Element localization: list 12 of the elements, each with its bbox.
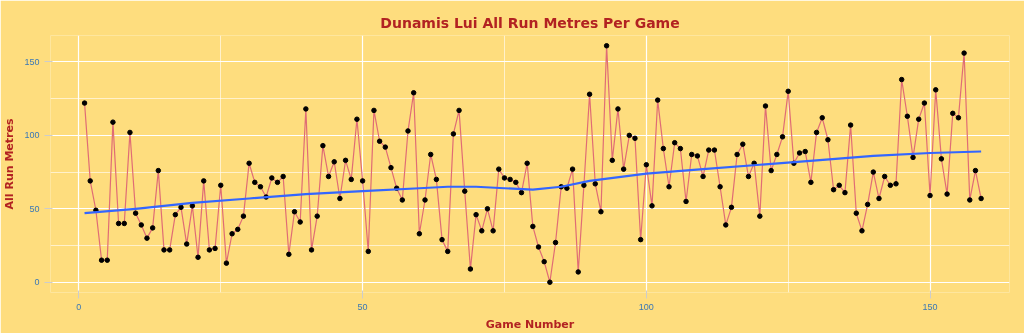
x-tick-label: 0 [76, 301, 82, 312]
chart-title: Dunamis Lui All Run Metres Per Game [380, 14, 680, 31]
y-tick-label: 50 [29, 203, 40, 214]
x-axis-title: Game Number [485, 317, 575, 331]
x-tick-label: 150 [922, 301, 938, 312]
line-series [83, 150, 983, 215]
x-tick-label: 100 [638, 301, 654, 312]
y-tick-label: 100 [24, 130, 40, 141]
y-axis-title: All Run Metres [3, 118, 17, 210]
y-tick-label: 0 [34, 277, 40, 288]
x-tick-label: 50 [357, 301, 368, 312]
y-tick-label: 150 [24, 56, 40, 67]
